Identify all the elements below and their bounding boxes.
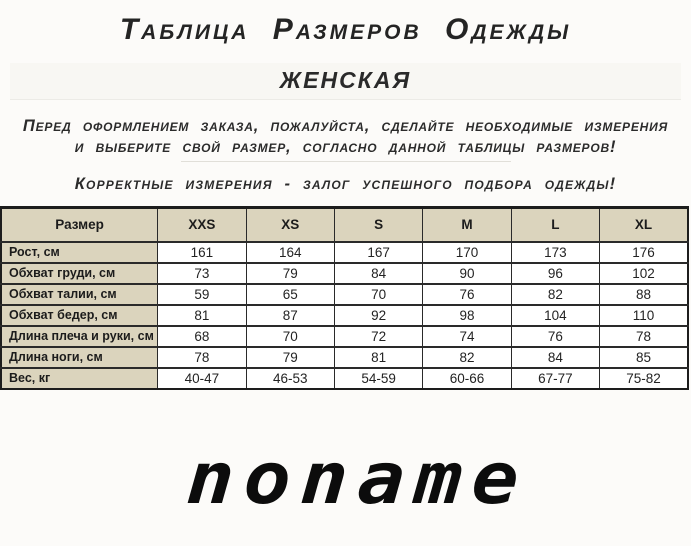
value-cell: 96 — [510, 261, 601, 284]
value-cell: 92 — [333, 303, 424, 326]
value-cell: 176 — [599, 240, 689, 263]
row-label: Длина плеча и руки, см — [0, 324, 159, 347]
value-cell: 46-53 — [245, 366, 335, 389]
value-cell: 102 — [599, 261, 689, 284]
value-cell: 110 — [599, 303, 689, 326]
table-row-weight: Вес, кг 40-47 46-53 54-59 60-66 67-77 75… — [0, 366, 689, 389]
size-table: Размер XXS XS S M L XL Рост, см 161 164 … — [0, 206, 689, 390]
header-cell-size-label: Размер — [0, 206, 159, 243]
value-cell: 60-66 — [422, 366, 512, 389]
header-cell-l: L — [510, 206, 601, 243]
row-label: Рост, см — [0, 240, 159, 263]
size-chart-document: Таблица Размеров Одежды ЖЕНСКАЯ Перед оф… — [0, 12, 691, 546]
value-cell: 72 — [333, 324, 424, 347]
value-cell: 170 — [422, 240, 512, 263]
value-cell: 90 — [422, 261, 512, 284]
value-cell: 161 — [157, 240, 247, 263]
row-label: Длина ноги, см — [0, 345, 159, 368]
value-cell: 78 — [599, 324, 689, 347]
value-cell: 75-82 — [599, 366, 689, 389]
value-cell: 82 — [510, 282, 601, 305]
intro-line-1: Перед оформлением заказа, пожалуйста, сд… — [22, 117, 669, 135]
table-row-waist: Обхват талии, см 59 65 70 76 82 88 — [0, 282, 689, 305]
table-row-leg-length: Длина ноги, см 78 79 81 82 84 85 — [0, 345, 689, 368]
intro-line-2: и выберите свой размер, согласно данной … — [74, 138, 617, 156]
value-cell: 65 — [245, 282, 335, 305]
row-label: Вес, кг — [0, 366, 159, 389]
value-cell: 79 — [245, 261, 335, 284]
value-cell: 59 — [157, 282, 247, 305]
value-cell: 104 — [510, 303, 601, 326]
value-cell: 54-59 — [333, 366, 424, 389]
header-cell-xxs: XXS — [157, 206, 247, 243]
value-cell: 84 — [510, 345, 601, 368]
value-cell: 87 — [245, 303, 335, 326]
table-header-row: Размер XXS XS S M L XL — [0, 206, 689, 243]
row-label: Обхват груди, см — [0, 261, 159, 284]
value-cell: 85 — [599, 345, 689, 368]
header-cell-s: S — [333, 206, 424, 243]
value-cell: 74 — [422, 324, 512, 347]
document-title: Таблица Размеров Одежды — [119, 13, 572, 46]
value-cell: 98 — [422, 303, 512, 326]
value-cell: 79 — [245, 345, 335, 368]
value-cell: 173 — [510, 240, 601, 263]
row-label: Обхват талии, см — [0, 282, 159, 305]
value-cell: 88 — [599, 282, 689, 305]
value-cell: 67-77 — [510, 366, 601, 389]
row-label: Обхват бедер, см — [0, 303, 159, 326]
brand-logo-text: noname — [183, 437, 532, 520]
intro-text: Перед оформлением заказа, пожалуйста, сд… — [0, 116, 691, 158]
table-row-hips: Обхват бедер, см 81 87 92 98 104 110 — [0, 303, 689, 326]
value-cell: 78 — [157, 345, 247, 368]
value-cell: 68 — [157, 324, 247, 347]
document-subtitle: ЖЕНСКАЯ — [279, 67, 412, 93]
value-cell: 84 — [333, 261, 424, 284]
value-cell: 70 — [245, 324, 335, 347]
value-cell: 81 — [333, 345, 424, 368]
value-cell: 167 — [333, 240, 424, 263]
header-cell-xs: XS — [245, 206, 335, 243]
table-row-height: Рост, см 161 164 167 170 173 176 — [0, 240, 689, 263]
value-cell: 81 — [157, 303, 247, 326]
value-cell: 82 — [422, 345, 512, 368]
header-cell-m: M — [422, 206, 512, 243]
table-row-chest: Обхват груди, см 73 79 84 90 96 102 — [0, 261, 689, 284]
table-row-arm-length: Длина плеча и руки, см 68 70 72 74 76 78 — [0, 324, 689, 347]
value-cell: 164 — [245, 240, 335, 263]
header-cell-xl: XL — [599, 206, 689, 243]
value-cell: 40-47 — [157, 366, 247, 389]
subtitle-band: ЖЕНСКАЯ — [10, 63, 681, 100]
scan-divider-line — [180, 161, 511, 162]
value-cell: 73 — [157, 261, 247, 284]
brand-logo: noname — [12, 437, 691, 520]
value-cell: 76 — [510, 324, 601, 347]
value-cell: 70 — [333, 282, 424, 305]
note-text: Корректные измерения - залог успешного п… — [74, 175, 617, 193]
value-cell: 76 — [422, 282, 512, 305]
